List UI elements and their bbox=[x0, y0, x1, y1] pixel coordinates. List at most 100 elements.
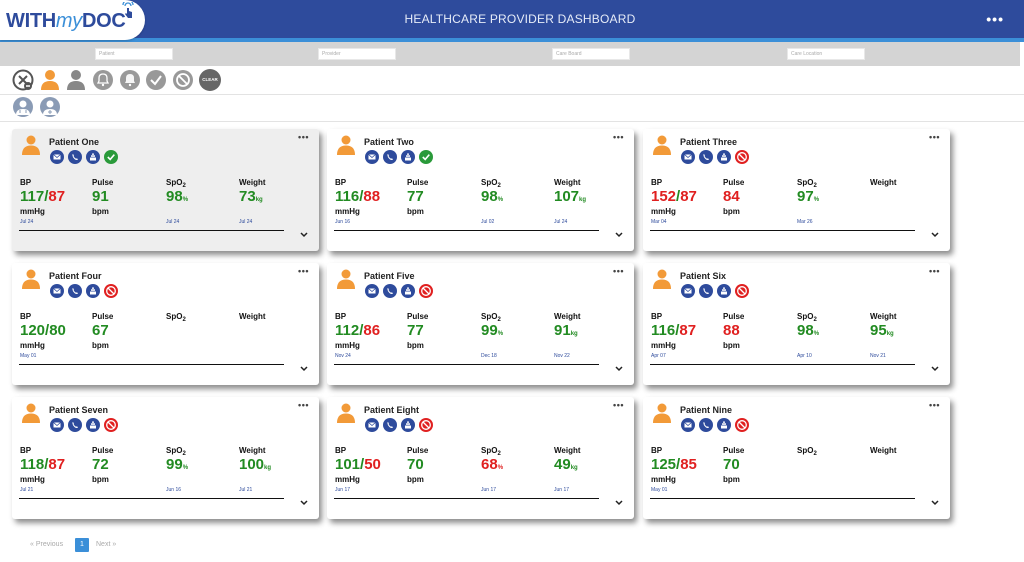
patient-name[interactable]: Patient Five bbox=[364, 271, 415, 281]
pulse-label: Pulse bbox=[92, 312, 114, 321]
message-icon[interactable] bbox=[50, 284, 64, 298]
card-menu-button[interactable]: ••• bbox=[929, 266, 940, 276]
patient-name[interactable]: Patient Nine bbox=[680, 405, 733, 415]
device-icon[interactable] bbox=[86, 284, 100, 298]
spo2-label-text: SpO bbox=[166, 178, 183, 187]
message-icon[interactable] bbox=[681, 284, 695, 298]
card-menu-button[interactable]: ••• bbox=[613, 266, 624, 276]
doctor-icon[interactable] bbox=[12, 96, 34, 118]
phone-icon[interactable] bbox=[383, 150, 397, 164]
my-patients-icon[interactable] bbox=[39, 69, 61, 91]
phone-icon[interactable] bbox=[699, 150, 713, 164]
current-page-button[interactable]: 1 bbox=[75, 538, 89, 552]
patient-card[interactable]: Patient Six ••• BP Pulse SpO2 Weight 116/87 mmH… bbox=[643, 263, 950, 385]
message-icon[interactable] bbox=[365, 284, 379, 298]
patient-name[interactable]: Patient Four bbox=[49, 271, 102, 281]
status-blocked-icon[interactable] bbox=[104, 284, 118, 298]
chevron-down-icon[interactable] bbox=[299, 499, 309, 507]
provider-filter-input[interactable]: Provider bbox=[318, 48, 396, 60]
more-menu-button[interactable]: ••• bbox=[986, 11, 1004, 27]
all-patients-icon[interactable] bbox=[65, 69, 87, 91]
chevron-down-icon[interactable] bbox=[614, 365, 624, 373]
spo2-number: 98 bbox=[481, 188, 498, 205]
alert-bell-outline-icon[interactable] bbox=[119, 69, 141, 91]
device-icon[interactable] bbox=[401, 284, 415, 298]
status-blocked-icon[interactable] bbox=[419, 418, 433, 432]
weight-label: Weight bbox=[554, 178, 581, 187]
message-icon[interactable] bbox=[365, 150, 379, 164]
status-blocked-icon[interactable] bbox=[735, 150, 749, 164]
status-blocked-icon[interactable] bbox=[735, 284, 749, 298]
phone-icon[interactable] bbox=[68, 284, 82, 298]
patient-name[interactable]: Patient Six bbox=[680, 271, 727, 281]
care-location-filter-input[interactable]: Care Location bbox=[787, 48, 865, 60]
message-icon[interactable] bbox=[50, 418, 64, 432]
patient-card[interactable]: Patient Four ••• BP Pulse SpO2 Weight 120/80 mm… bbox=[12, 263, 319, 385]
device-icon[interactable] bbox=[401, 150, 415, 164]
chevron-down-icon[interactable] bbox=[299, 365, 309, 373]
logo-container[interactable]: WITHmyDOC bbox=[0, 0, 145, 40]
phone-icon[interactable] bbox=[383, 418, 397, 432]
device-icon[interactable] bbox=[717, 150, 731, 164]
patient-name[interactable]: Patient Eight bbox=[364, 405, 420, 415]
card-menu-button[interactable]: ••• bbox=[298, 400, 309, 410]
patient-name[interactable]: Patient One bbox=[49, 137, 100, 147]
status-ok-icon[interactable] bbox=[419, 150, 433, 164]
message-icon[interactable] bbox=[365, 418, 379, 432]
device-icon[interactable] bbox=[717, 284, 731, 298]
patient-card[interactable]: Patient Eight ••• BP Pulse SpO2 Weight 101/50 m… bbox=[327, 397, 634, 519]
card-menu-button[interactable]: ••• bbox=[298, 266, 309, 276]
phone-icon[interactable] bbox=[383, 284, 397, 298]
chevron-down-icon[interactable] bbox=[614, 499, 624, 507]
device-icon[interactable] bbox=[717, 418, 731, 432]
patient-filter-input[interactable]: Patient bbox=[95, 48, 173, 60]
card-menu-button[interactable]: ••• bbox=[613, 132, 624, 142]
bp-label: BP bbox=[335, 446, 347, 455]
blocked-icon[interactable] bbox=[172, 69, 194, 91]
bp-label: BP bbox=[20, 312, 32, 321]
card-divider bbox=[19, 364, 284, 365]
message-icon[interactable] bbox=[681, 418, 695, 432]
card-menu-button[interactable]: ••• bbox=[929, 400, 940, 410]
status-blocked-icon[interactable] bbox=[419, 284, 433, 298]
patient-name[interactable]: Patient Two bbox=[364, 137, 414, 147]
patient-card[interactable]: Patient Two ••• BP Pulse SpO2 Weight 116/88 mmH… bbox=[327, 129, 634, 251]
patient-name[interactable]: Patient Seven bbox=[49, 405, 109, 415]
card-menu-button[interactable]: ••• bbox=[298, 132, 309, 142]
patient-card[interactable]: Patient Three ••• BP Pulse SpO2 Weight 152/87 m… bbox=[643, 129, 950, 251]
message-icon[interactable] bbox=[681, 150, 695, 164]
device-icon[interactable] bbox=[86, 418, 100, 432]
checked-icon[interactable] bbox=[145, 69, 167, 91]
message-icon[interactable] bbox=[50, 150, 64, 164]
chevron-down-icon[interactable] bbox=[930, 231, 940, 239]
patient-card[interactable]: Patient Five ••• BP Pulse SpO2 Weight 112/86 mm… bbox=[327, 263, 634, 385]
bp-label: BP bbox=[651, 312, 663, 321]
next-page-link[interactable]: Next » bbox=[96, 541, 117, 548]
card-menu-button[interactable]: ••• bbox=[929, 132, 940, 142]
unassigned-icon[interactable] bbox=[12, 69, 34, 91]
chevron-down-icon[interactable] bbox=[614, 231, 624, 239]
phone-icon[interactable] bbox=[699, 418, 713, 432]
chevron-down-icon[interactable] bbox=[930, 499, 940, 507]
clear-filters-button[interactable]: CLEAR bbox=[199, 69, 221, 91]
patient-card[interactable]: Patient One ••• BP Pulse SpO2 Weight 117/87 mmH… bbox=[12, 129, 319, 251]
patient-card[interactable]: Patient Nine ••• BP Pulse SpO2 Weight 125/85 mm… bbox=[643, 397, 950, 519]
patient-card[interactable]: Patient Seven ••• BP Pulse SpO2 Weight 118/87 m… bbox=[12, 397, 319, 519]
status-ok-icon[interactable] bbox=[104, 150, 118, 164]
alert-bell-icon[interactable] bbox=[92, 69, 114, 91]
care-board-filter-input[interactable]: Care Board bbox=[552, 48, 630, 60]
card-menu-button[interactable]: ••• bbox=[613, 400, 624, 410]
patient-name[interactable]: Patient Three bbox=[680, 137, 738, 147]
device-icon[interactable] bbox=[401, 418, 415, 432]
previous-page-link[interactable]: « Previous bbox=[30, 541, 64, 548]
chevron-down-icon[interactable] bbox=[930, 365, 940, 373]
nurse-icon[interactable] bbox=[39, 96, 61, 118]
device-icon[interactable] bbox=[86, 150, 100, 164]
status-blocked-icon[interactable] bbox=[735, 418, 749, 432]
phone-icon[interactable] bbox=[68, 150, 82, 164]
phone-icon[interactable] bbox=[68, 418, 82, 432]
status-blocked-icon[interactable] bbox=[104, 418, 118, 432]
pulse-unit: bpm bbox=[407, 341, 424, 350]
chevron-down-icon[interactable] bbox=[299, 231, 309, 239]
phone-icon[interactable] bbox=[699, 284, 713, 298]
